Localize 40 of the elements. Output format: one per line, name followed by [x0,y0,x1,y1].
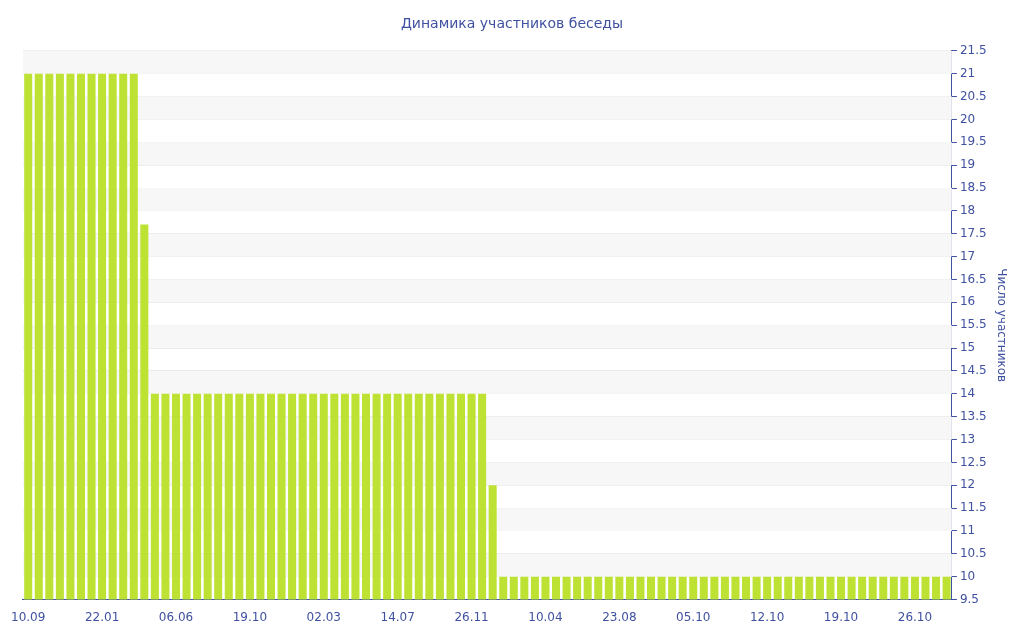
y-tick-label: 16.5 [959,271,987,286]
y-tick-label: 18 [959,202,976,217]
y-tick-label: 21.5 [959,42,987,57]
x-tick-label: 10.09 [11,609,46,624]
x-tick-label: 26.10 [897,609,933,624]
x-tick-label: 05.10 [676,609,711,624]
x-tick-label: 14.07 [380,609,415,624]
y-tick-label: 17 [959,248,976,263]
x-tick-label: 10.04 [528,609,563,624]
y-tick-label: 10.5 [959,545,987,560]
x-tick-label: 23.08 [602,609,637,624]
y-tick-label: 14.5 [959,363,987,378]
y-tick-label: 19.5 [959,134,987,149]
y-tick-label: 16 [959,294,976,309]
y-tick-label: 20 [959,111,976,126]
y-tick-label: 17.5 [959,225,987,240]
y-tick-label: 15 [959,340,976,355]
y-tick-label: 15.5 [959,317,987,332]
x-tick-label: 02.03 [306,609,341,624]
y-tick-label: 10 [959,568,976,583]
y-tick-label: 12 [959,477,976,492]
x-tick-label: 06.06 [158,609,194,624]
y-tick-label: 14 [959,385,976,400]
x-tick-label: 19.10 [823,609,859,624]
y-tick-label: 9.5 [959,591,979,606]
chart-title: Динамика участников беседы [400,15,624,32]
x-tick-label: 19.10 [232,609,268,624]
y-tick-label: 11 [959,523,976,538]
y-tick-label: 20.5 [959,88,987,103]
y-tick-label: 21 [959,65,976,80]
y-axis-title: Число участников [994,268,1009,383]
y-tick-label: 19 [959,157,976,172]
x-tick-label: 12.10 [749,609,785,624]
y-tick-label: 12.5 [959,454,987,469]
x-tick-label: 26.11 [454,609,489,624]
y-tick-label: 13.5 [959,408,987,423]
y-tick-label: 11.5 [959,500,987,515]
x-tick-label: 22.01 [84,609,120,624]
y-tick-label: 13 [959,431,976,446]
y-tick-label: 18.5 [959,180,987,195]
